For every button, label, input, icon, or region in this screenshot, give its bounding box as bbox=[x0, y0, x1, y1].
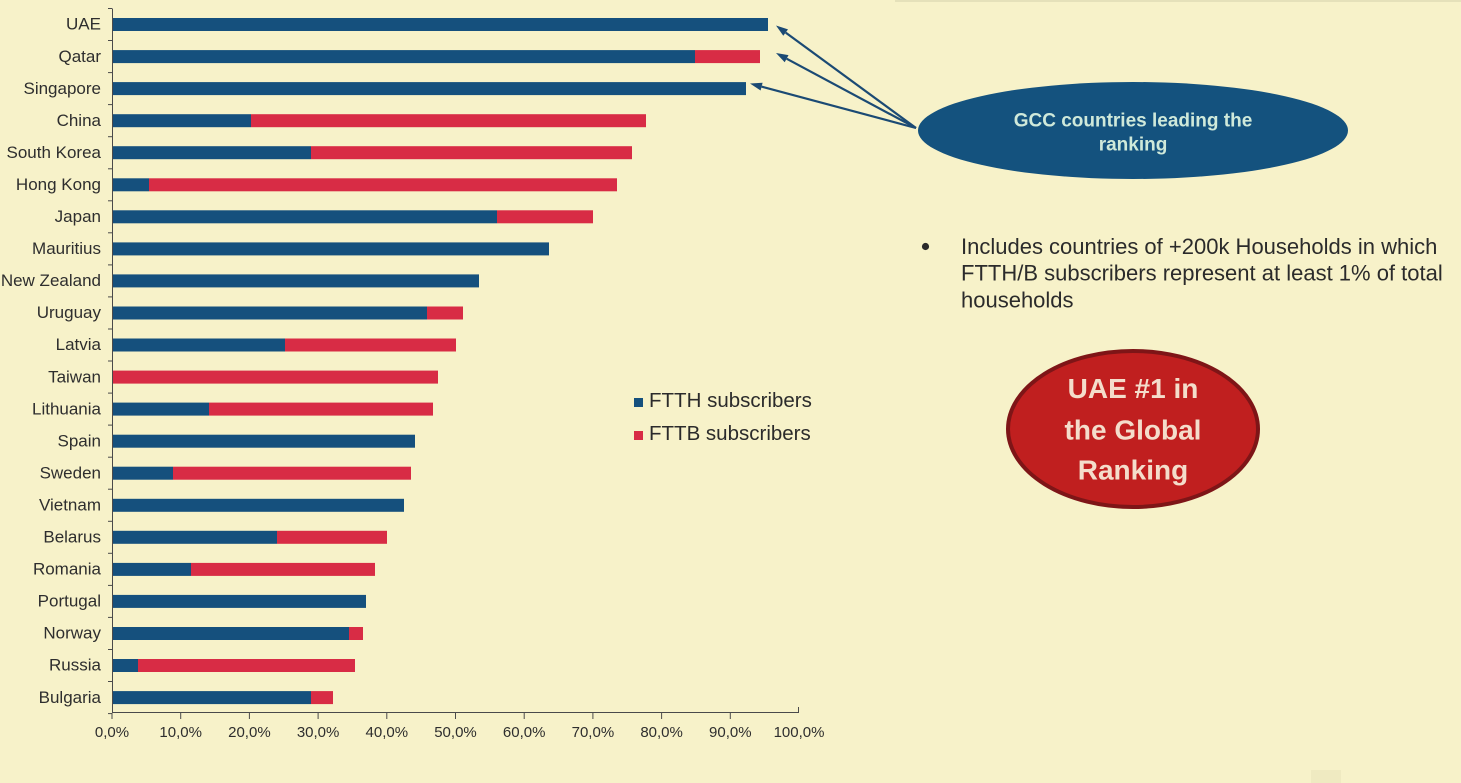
svg-text:60,0%: 60,0% bbox=[503, 724, 546, 741]
svg-text:Latvia: Latvia bbox=[56, 335, 102, 354]
svg-text:10,0%: 10,0% bbox=[159, 724, 202, 741]
svg-text:Lithuania: Lithuania bbox=[32, 399, 102, 418]
svg-text:Taiwan: Taiwan bbox=[48, 367, 101, 386]
svg-text:30,0%: 30,0% bbox=[297, 724, 340, 741]
svg-text:50,0%: 50,0% bbox=[434, 724, 477, 741]
svg-text:Includes countries of +200k Ho: Includes countries of +200k Households i… bbox=[961, 234, 1437, 259]
svg-text:Russia: Russia bbox=[49, 656, 102, 675]
svg-text:FTTB subscribers: FTTB subscribers bbox=[649, 422, 811, 445]
svg-text:FTTH subscribers: FTTH subscribers bbox=[649, 389, 812, 412]
svg-text:GCC countries leading the: GCC countries leading the bbox=[1014, 111, 1253, 132]
svg-text:70,0%: 70,0% bbox=[572, 724, 615, 741]
svg-text:UAE: UAE bbox=[66, 15, 101, 34]
svg-text:Sweden: Sweden bbox=[40, 463, 101, 482]
svg-text:FTTH/B subscribers represent a: FTTH/B subscribers represent at least 1%… bbox=[961, 261, 1443, 286]
svg-text:0,0%: 0,0% bbox=[95, 724, 129, 741]
svg-text:UAE #1 in: UAE #1 in bbox=[1068, 373, 1199, 404]
svg-text:Japan: Japan bbox=[55, 207, 101, 226]
svg-text:Mauritius: Mauritius bbox=[32, 239, 101, 258]
svg-text:Portugal: Portugal bbox=[38, 592, 101, 611]
svg-text:Norway: Norway bbox=[43, 624, 101, 643]
svg-text:the Global: the Global bbox=[1065, 414, 1202, 445]
svg-text:Ranking: Ranking bbox=[1078, 455, 1188, 486]
svg-text:Singapore: Singapore bbox=[23, 79, 101, 98]
svg-text:New Zealand: New Zealand bbox=[1, 271, 101, 290]
svg-text:Uruguay: Uruguay bbox=[37, 303, 102, 322]
svg-text:Spain: Spain bbox=[58, 431, 101, 450]
svg-text:90,0%: 90,0% bbox=[709, 724, 752, 741]
svg-text:40,0%: 40,0% bbox=[366, 724, 409, 741]
svg-text:South Korea: South Korea bbox=[6, 143, 101, 162]
svg-text:households: households bbox=[961, 288, 1074, 313]
svg-text:Belarus: Belarus bbox=[43, 528, 101, 547]
svg-text:Romania: Romania bbox=[33, 560, 102, 579]
svg-text:100,0%: 100,0% bbox=[774, 724, 825, 741]
svg-text:Qatar: Qatar bbox=[58, 47, 101, 66]
svg-text:Hong Kong: Hong Kong bbox=[16, 175, 101, 194]
svg-text:China: China bbox=[57, 111, 102, 130]
svg-text:Bulgaria: Bulgaria bbox=[39, 688, 102, 707]
svg-text:20,0%: 20,0% bbox=[228, 724, 271, 741]
svg-text:80,0%: 80,0% bbox=[640, 724, 683, 741]
svg-text:Vietnam: Vietnam bbox=[39, 496, 101, 515]
svg-text:ranking: ranking bbox=[1099, 135, 1168, 156]
